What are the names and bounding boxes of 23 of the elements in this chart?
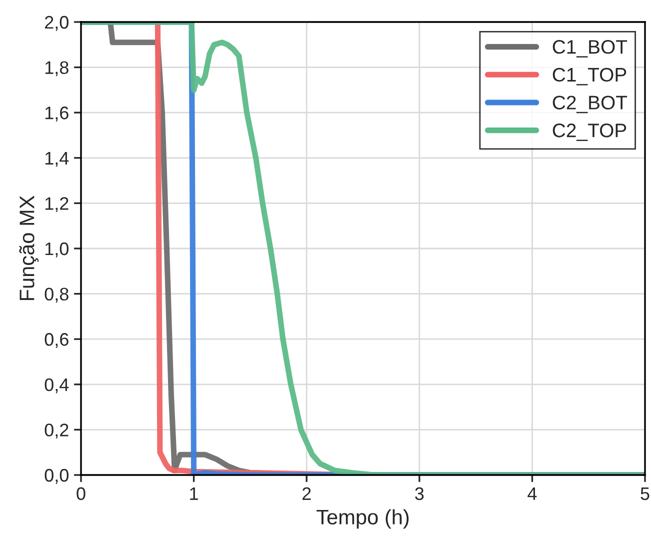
y-tick-label: 1,8 bbox=[45, 61, 68, 76]
x-tick-label: 2 bbox=[302, 487, 311, 500]
y-tick-label: 1,4 bbox=[45, 152, 69, 167]
x-tick-label: 0 bbox=[76, 487, 86, 500]
y-axis-title: Função MX bbox=[19, 196, 39, 300]
x-tick-label: 3 bbox=[415, 487, 424, 500]
y-tick-label: 0,8 bbox=[44, 288, 68, 303]
legend-label: C2_TOP bbox=[552, 124, 626, 141]
y-tick-label: 0,4 bbox=[44, 378, 69, 394]
x-tick-label: 5 bbox=[640, 487, 650, 500]
x-axis-title: Tempo (h) bbox=[316, 509, 409, 529]
y-tick-label: 0,6 bbox=[44, 333, 68, 348]
legend-label: C1_TOP bbox=[552, 68, 626, 86]
y-tick-label: 1,0 bbox=[45, 242, 68, 258]
y-tick-label: 0,2 bbox=[44, 424, 68, 439]
legend-label: C2_BOT bbox=[552, 96, 628, 114]
x-tick-label: 1 bbox=[190, 487, 198, 500]
legend-label: C1_BOT bbox=[552, 40, 628, 58]
y-tick-label: 1,2 bbox=[45, 197, 68, 212]
y-tick-label: 1,6 bbox=[45, 106, 68, 122]
y-tick-label: 2,0 bbox=[45, 16, 68, 31]
y-tick-label: 0,0 bbox=[44, 468, 68, 484]
x-tick-label: 4 bbox=[528, 487, 537, 500]
